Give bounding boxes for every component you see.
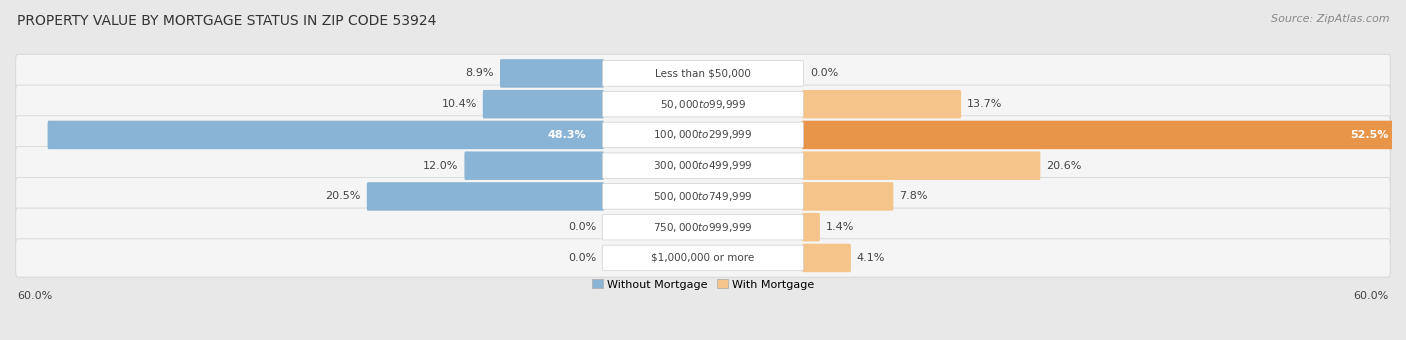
FancyBboxPatch shape <box>464 151 605 180</box>
FancyBboxPatch shape <box>603 215 803 240</box>
FancyBboxPatch shape <box>603 122 803 148</box>
FancyBboxPatch shape <box>15 116 1391 154</box>
FancyBboxPatch shape <box>603 153 803 178</box>
FancyBboxPatch shape <box>801 213 820 241</box>
Text: 60.0%: 60.0% <box>17 291 53 301</box>
Legend: Without Mortgage, With Mortgage: Without Mortgage, With Mortgage <box>588 275 818 294</box>
Text: 0.0%: 0.0% <box>568 222 596 232</box>
Text: PROPERTY VALUE BY MORTGAGE STATUS IN ZIP CODE 53924: PROPERTY VALUE BY MORTGAGE STATUS IN ZIP… <box>17 14 436 28</box>
Text: 10.4%: 10.4% <box>441 99 477 109</box>
FancyBboxPatch shape <box>367 182 605 211</box>
FancyBboxPatch shape <box>48 121 605 149</box>
Text: 20.5%: 20.5% <box>325 191 361 201</box>
FancyBboxPatch shape <box>603 184 803 209</box>
Text: 7.8%: 7.8% <box>900 191 928 201</box>
Text: $1,000,000 or more: $1,000,000 or more <box>651 253 755 263</box>
FancyBboxPatch shape <box>801 151 1040 180</box>
Text: 12.0%: 12.0% <box>423 161 458 171</box>
Text: 4.1%: 4.1% <box>856 253 886 263</box>
Text: 52.5%: 52.5% <box>1350 130 1389 140</box>
Text: $300,000 to $499,999: $300,000 to $499,999 <box>654 159 752 172</box>
FancyBboxPatch shape <box>801 90 962 118</box>
FancyBboxPatch shape <box>482 90 605 118</box>
Text: $500,000 to $749,999: $500,000 to $749,999 <box>654 190 752 203</box>
FancyBboxPatch shape <box>501 59 605 88</box>
FancyBboxPatch shape <box>15 54 1391 92</box>
FancyBboxPatch shape <box>603 245 803 271</box>
Text: 0.0%: 0.0% <box>810 68 838 79</box>
Text: $100,000 to $299,999: $100,000 to $299,999 <box>654 129 752 141</box>
FancyBboxPatch shape <box>15 239 1391 277</box>
Text: $50,000 to $99,999: $50,000 to $99,999 <box>659 98 747 111</box>
Text: 48.3%: 48.3% <box>547 130 586 140</box>
Text: 1.4%: 1.4% <box>825 222 855 232</box>
FancyBboxPatch shape <box>15 85 1391 123</box>
FancyBboxPatch shape <box>603 61 803 86</box>
Text: 20.6%: 20.6% <box>1046 161 1081 171</box>
FancyBboxPatch shape <box>801 182 893 211</box>
Text: Less than $50,000: Less than $50,000 <box>655 68 751 79</box>
Text: 0.0%: 0.0% <box>568 253 596 263</box>
Text: 13.7%: 13.7% <box>967 99 1002 109</box>
FancyBboxPatch shape <box>603 91 803 117</box>
FancyBboxPatch shape <box>801 244 851 272</box>
Text: $750,000 to $999,999: $750,000 to $999,999 <box>654 221 752 234</box>
Text: Source: ZipAtlas.com: Source: ZipAtlas.com <box>1271 14 1389 23</box>
FancyBboxPatch shape <box>15 208 1391 246</box>
Text: 60.0%: 60.0% <box>1353 291 1389 301</box>
FancyBboxPatch shape <box>801 121 1406 149</box>
FancyBboxPatch shape <box>15 147 1391 185</box>
Text: 8.9%: 8.9% <box>465 68 494 79</box>
FancyBboxPatch shape <box>15 177 1391 216</box>
